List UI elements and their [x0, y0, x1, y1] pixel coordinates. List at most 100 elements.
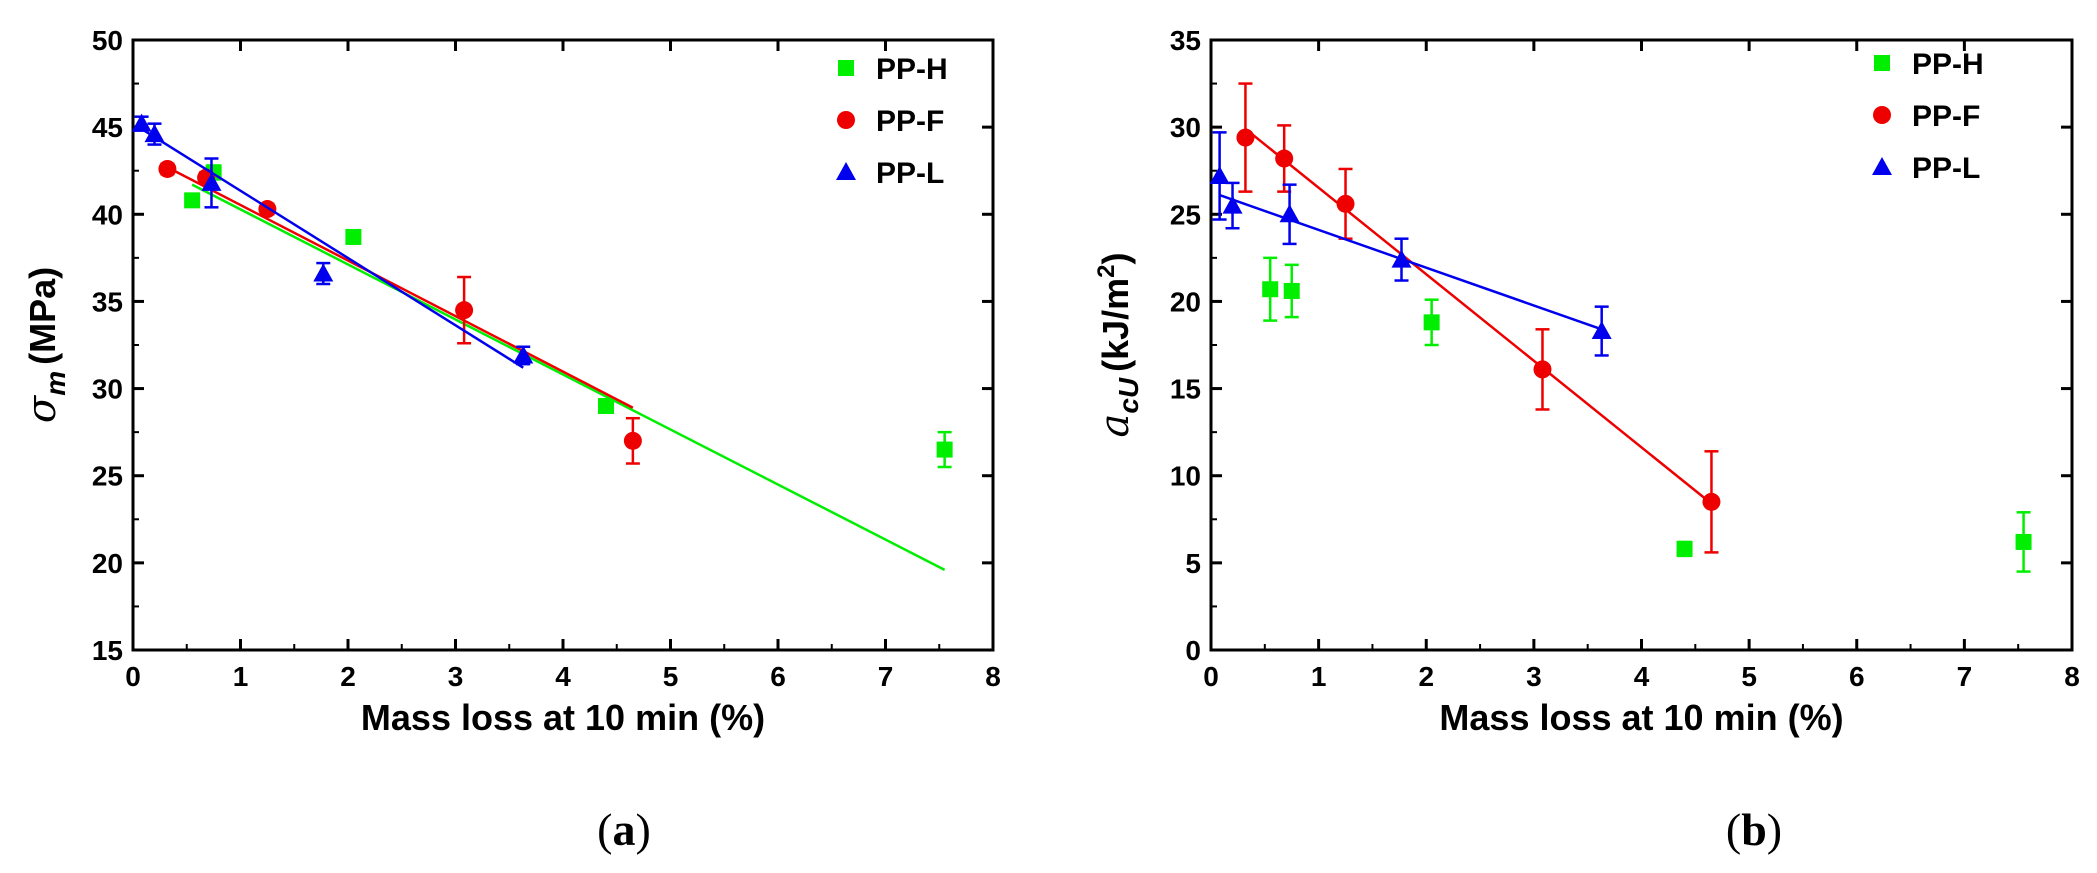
fit-line [1219, 193, 1603, 331]
x-tick-label: 3 [448, 661, 464, 692]
legend-label: PP-L [1912, 152, 1980, 185]
y-label-symbol: a [1092, 414, 1138, 438]
y-tick-label: 30 [1170, 112, 1201, 143]
panel-paren-open: ( [597, 804, 612, 855]
y-label-superscript: 2 [1093, 264, 1120, 277]
fit-line [140, 127, 524, 369]
data-point [1222, 195, 1243, 214]
series-pp-f [1236, 82, 1721, 554]
y-axis: 0 5 10 15 20 25 30 35 [1170, 25, 2072, 666]
data-point [1423, 314, 1440, 331]
data-point [1262, 281, 1279, 298]
x-tick-label: 0 [1203, 661, 1219, 692]
y-tick-label: 40 [92, 199, 123, 230]
legend: PP-H PP-F PP-L [1872, 48, 1984, 185]
legend-label: PP-F [876, 105, 944, 138]
data-point [345, 228, 362, 245]
legend-label: PP-F [1912, 100, 1980, 133]
y-tick-label: 50 [92, 25, 123, 56]
data-point [1591, 321, 1612, 340]
legend-label: PP-H [876, 53, 948, 86]
data-point [1209, 165, 1230, 184]
series-pp-f [158, 159, 642, 465]
x-tick-label: 5 [1741, 661, 1757, 692]
x-tick-label: 6 [1849, 661, 1865, 692]
y-tick-label: 20 [92, 548, 123, 579]
y-tick-label: 20 [1170, 286, 1201, 317]
panel-paren-open: ( [1726, 804, 1741, 855]
series-pp-h [1262, 256, 2032, 573]
data-point [598, 398, 614, 414]
y-tick-label: 35 [1170, 25, 1201, 56]
x-axis-label: Mass loss at 10 min (%) [361, 697, 765, 738]
data-point [455, 301, 474, 320]
y-label-subscript: m [40, 371, 71, 396]
x-axis: 0 1 2 3 4 5 6 7 8 [1203, 40, 2080, 692]
data-point [144, 124, 165, 143]
y-label-subscript: cU [1113, 377, 1144, 414]
x-tick-label: 3 [1526, 661, 1542, 692]
legend-label: PP-H [1912, 48, 1984, 81]
data-point [184, 192, 201, 209]
y-axis-label: acU (kJ/m2) [1092, 252, 1144, 437]
x-tick-label: 8 [2064, 661, 2080, 692]
y-label-unit: (MPa) [22, 267, 63, 365]
x-tick-label: 2 [1418, 661, 1434, 692]
y-tick-label: 5 [1185, 548, 1201, 579]
x-axis: 0 1 2 3 4 5 6 7 8 [125, 40, 1001, 692]
fit-line [191, 183, 946, 571]
x-tick-label: 4 [555, 661, 571, 692]
legend-marker [1872, 157, 1892, 175]
y-label-unit: (kJ/m [1095, 278, 1136, 372]
x-tick-label: 7 [1957, 661, 1973, 692]
data-point [513, 345, 534, 364]
x-axis-label: Mass loss at 10 min (%) [1439, 697, 1843, 738]
legend-marker [836, 162, 856, 180]
legend-marker [1874, 55, 1890, 71]
legend-marker [838, 60, 854, 76]
y-label-symbol: σ [19, 394, 65, 423]
data-point [313, 263, 334, 282]
y-tick-label: 0 [1185, 635, 1201, 666]
data-point [1676, 540, 1693, 557]
data-point [1391, 249, 1412, 268]
legend-label: PP-L [876, 157, 944, 190]
x-tick-label: 5 [663, 661, 679, 692]
series-pp-h [184, 164, 953, 571]
x-tick-label: 1 [233, 661, 249, 692]
y-label-close: ) [1095, 252, 1136, 264]
y-axis-label: σm (MPa) [19, 267, 71, 423]
data-point [1275, 149, 1294, 168]
panel-letter: b [1741, 804, 1767, 855]
x-tick-label: 4 [1634, 661, 1650, 692]
chart-panel-b: 0 1 2 3 4 5 6 7 8 0 5 10 15 20 25 30 35 Mass loss at 10 m… [1092, 25, 2080, 855]
fit-line [166, 166, 634, 409]
x-tick-label: 6 [770, 661, 786, 692]
x-tick-label: 8 [985, 661, 1001, 692]
data-point [201, 172, 222, 191]
data-point [623, 431, 642, 450]
data-point [1336, 194, 1355, 213]
y-tick-label: 25 [1170, 199, 1201, 230]
y-tick-label: 25 [92, 461, 123, 492]
panel-paren-close: ) [1767, 804, 1782, 855]
x-tick-label: 0 [125, 661, 141, 692]
legend-marker [837, 111, 855, 129]
x-tick-label: 1 [1311, 661, 1327, 692]
x-tick-label: 7 [878, 661, 894, 692]
data-point [936, 441, 953, 458]
y-tick-label: 15 [92, 635, 123, 666]
y-tick-label: 15 [1170, 374, 1201, 405]
data-point [158, 159, 177, 178]
legend-marker [1873, 106, 1891, 124]
data-point [2015, 533, 2032, 550]
data-point [1283, 282, 1300, 299]
data-point [1702, 492, 1721, 511]
panel-paren-close: ) [636, 804, 651, 855]
legend: PP-H PP-F PP-L [836, 53, 948, 190]
x-tick-label: 2 [340, 661, 356, 692]
y-tick-label: 30 [92, 374, 123, 405]
y-tick-label: 10 [1170, 461, 1201, 492]
series-pp-l [131, 113, 534, 369]
